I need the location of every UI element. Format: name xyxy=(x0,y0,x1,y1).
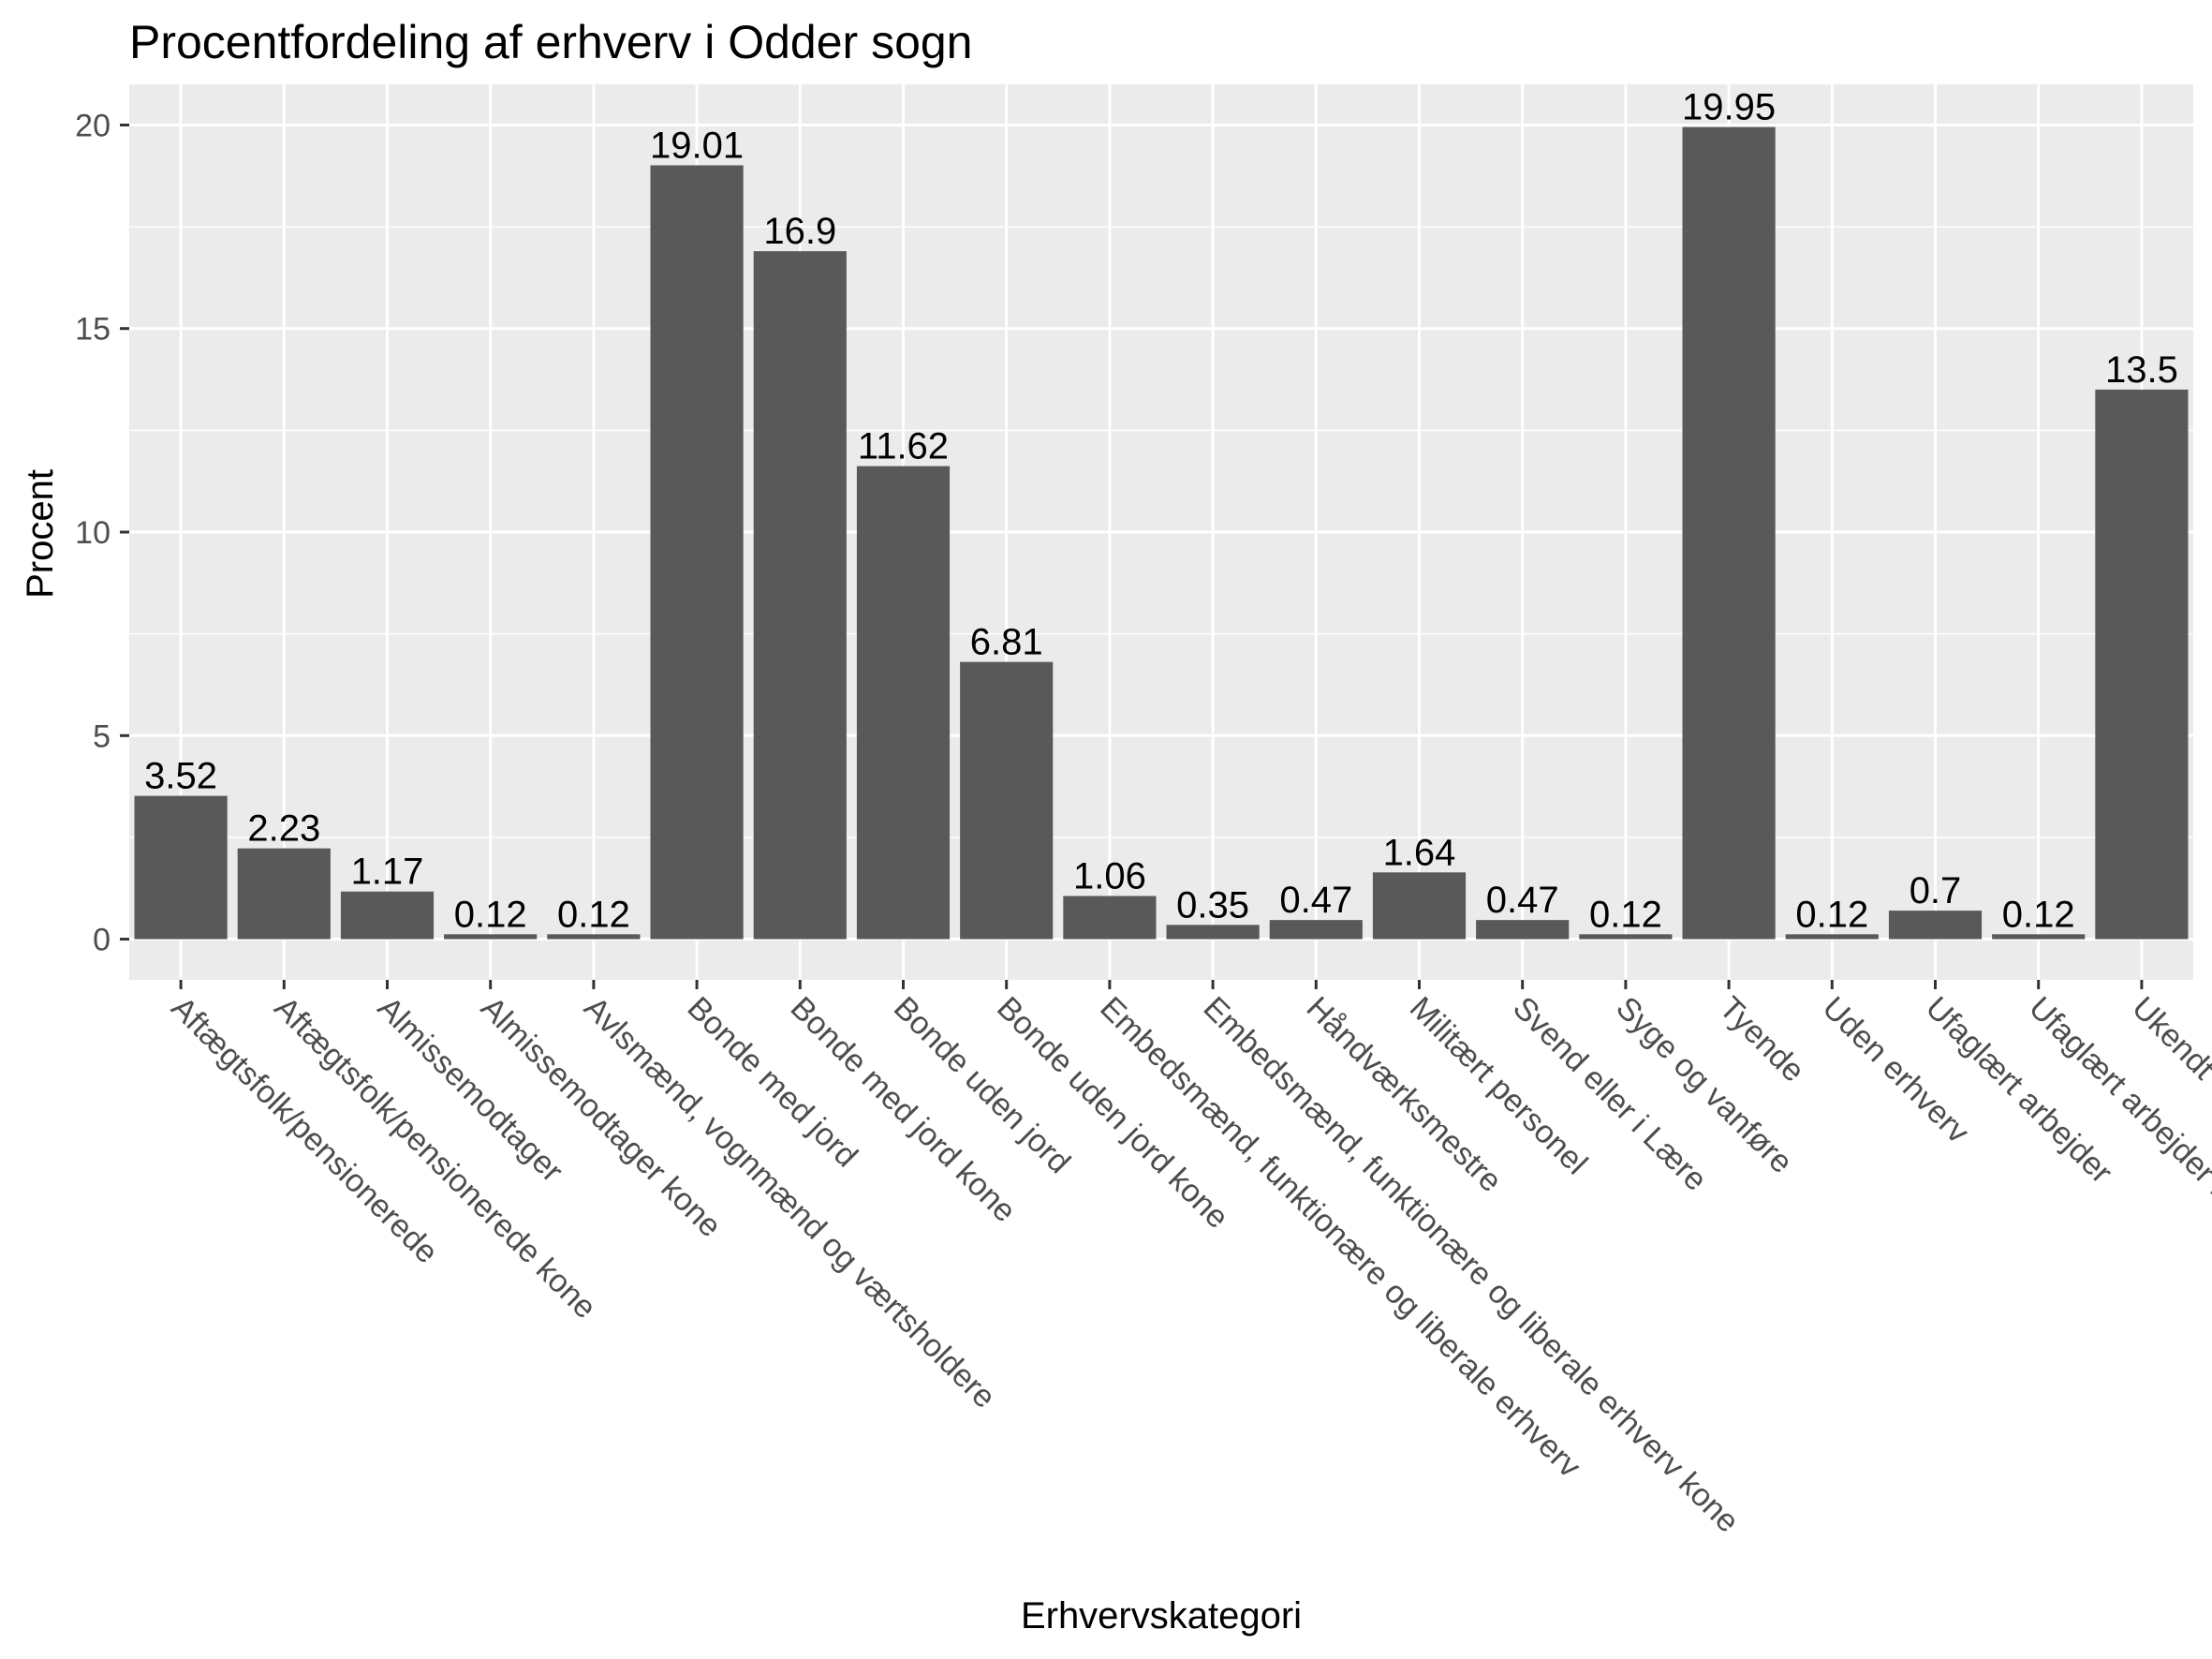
bar-value-label: 1.64 xyxy=(1383,832,1456,873)
bar-value-label: 0.12 xyxy=(2002,894,2075,935)
y-axis: 0 5 10 15 20 xyxy=(75,108,129,958)
bar xyxy=(2095,389,2189,940)
bar xyxy=(1682,126,1776,940)
bar-value-label: 1.17 xyxy=(351,852,424,893)
bar-value-labels: 3.52 2.23 1.17 0.12 0.12 19.01 16.9 11.62 6.81 1.… xyxy=(144,87,2178,936)
y-tick-label: 20 xyxy=(75,108,111,143)
bar-value-label: 2.23 xyxy=(247,808,320,850)
bar-value-label: 3.52 xyxy=(144,756,217,797)
bar xyxy=(856,466,951,940)
bar xyxy=(960,661,1054,940)
y-tick-label: 5 xyxy=(93,718,111,754)
bar-value-label: 0.12 xyxy=(1589,894,1662,935)
bar-value-label: 0.47 xyxy=(1279,880,1352,921)
bar xyxy=(1372,872,1467,940)
y-tick-label: 10 xyxy=(75,515,111,551)
bar-value-label: 19.01 xyxy=(650,125,744,166)
bar-value-label: 0.12 xyxy=(454,894,527,935)
y-tick-label: 0 xyxy=(93,923,111,958)
bar xyxy=(237,848,331,940)
bar-value-label: 0.12 xyxy=(1795,894,1868,935)
y-tick-label: 15 xyxy=(75,312,111,348)
bar xyxy=(1063,896,1157,940)
minor-gridlines xyxy=(129,226,2193,838)
bar-value-label: 11.62 xyxy=(858,426,949,467)
bar xyxy=(1992,934,2086,940)
bar xyxy=(650,165,744,940)
bar-value-label: 6.81 xyxy=(970,622,1043,663)
bar xyxy=(134,795,228,940)
bar xyxy=(1269,920,1363,940)
bar xyxy=(1476,920,1570,940)
bar-value-label: 16.9 xyxy=(763,211,836,252)
bar-value-label: 19.95 xyxy=(1682,87,1776,128)
bar-value-label: 0.7 xyxy=(1910,870,1962,911)
bar-value-label: 0.35 xyxy=(1176,884,1249,926)
bar xyxy=(1888,911,1983,940)
x-axis-title: Erhvervskategori xyxy=(1021,1595,1302,1637)
bar xyxy=(753,251,847,940)
bars xyxy=(134,126,2189,940)
y-axis-title: Procent xyxy=(20,469,61,599)
bar-value-label: 1.06 xyxy=(1073,855,1146,896)
bar xyxy=(340,891,435,940)
bar-value-label: 0.12 xyxy=(557,894,630,935)
bar xyxy=(1579,934,1673,940)
chart-title: Procentfordeling af erhverv i Odder sogn xyxy=(129,16,973,68)
bar xyxy=(1785,934,1879,940)
bar xyxy=(547,934,641,940)
bar xyxy=(1166,925,1260,940)
bar-value-label: 0.47 xyxy=(1486,880,1559,921)
bar xyxy=(444,934,538,940)
bar-value-label: 13.5 xyxy=(2105,349,2178,391)
